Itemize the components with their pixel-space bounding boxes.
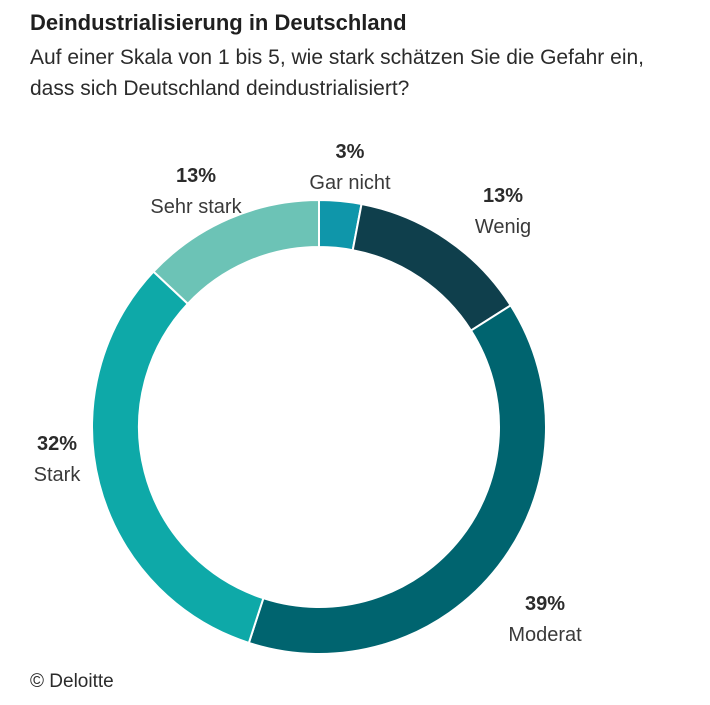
slice-value-label: 39% <box>525 593 565 615</box>
slice-sehr-stark <box>152 198 320 306</box>
slice-stark <box>91 270 265 645</box>
slice-category-label: Gar nicht <box>309 172 391 194</box>
slice-value-label: 13% <box>483 185 523 207</box>
source-credit: © Deloitte <box>30 671 114 692</box>
slice-value-label: 13% <box>176 165 216 187</box>
slice-value-label: 32% <box>37 433 77 455</box>
slice-category-label: Wenig <box>475 216 531 238</box>
slice-value-label: 3% <box>336 141 365 163</box>
slice-category-label: Sehr stark <box>150 196 242 218</box>
slice-moderat <box>247 303 547 655</box>
chart-title: Deindustrialisierung in Deutschland <box>30 10 407 35</box>
slice-category-label: Stark <box>34 464 82 486</box>
chart-subtitle: Auf einer Skala von 1 bis 5, wie stark s… <box>30 46 644 100</box>
slice-category-label: Moderat <box>508 624 582 646</box>
